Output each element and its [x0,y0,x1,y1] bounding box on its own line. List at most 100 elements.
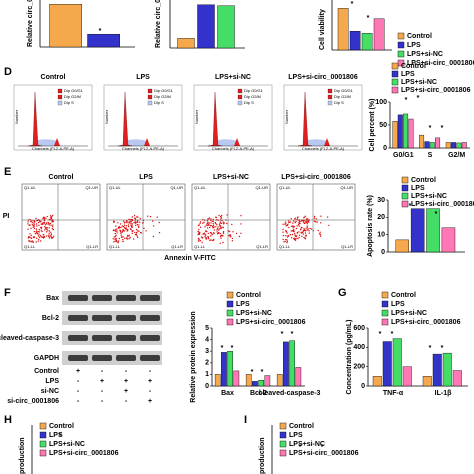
dot [212,227,214,229]
dot [119,229,121,231]
significance: * [251,369,254,376]
bar [258,380,264,387]
dot [115,234,117,236]
bar [283,341,289,387]
dot [219,242,221,244]
dot [221,214,223,217]
dot [114,235,117,238]
dot [320,215,322,217]
dot [285,230,287,232]
dot [41,222,44,224]
flow-title: LPS+si-circ_0001806 [288,74,358,81]
quadrant-label: Q1-UL [194,185,207,190]
apoptosis-title: LPS+si-circ_0001806 [281,174,351,181]
flow-s-region [128,139,148,146]
dot [219,225,221,227]
y-axis-label: Relative protein expression [190,311,197,402]
dot [204,226,206,228]
dot [122,230,124,232]
legend-label: LPS+si-circ_0001806 [49,450,119,457]
dot [235,232,238,235]
dot [209,224,212,227]
dot [50,217,53,219]
y-tick-label: 200 [353,364,365,371]
dot [113,241,115,243]
dot [292,225,294,228]
dot [136,216,138,218]
bar [422,376,432,387]
dot [115,239,118,242]
legend-swatch [397,32,405,40]
dot [37,235,40,237]
dot [30,220,32,223]
dot [313,217,316,219]
legend-swatch [391,70,399,78]
legend-label: LPS+si-NC [289,441,325,448]
dot [238,235,241,238]
dot [199,221,202,223]
dot [137,230,139,232]
y-axis-label: Cell viability [319,9,326,50]
x-tick-label: S [428,152,433,159]
dot [38,236,41,238]
bar [395,239,409,253]
dot [228,234,230,237]
x-tick-label: IL-1β [435,390,452,397]
dot [215,222,217,225]
dot [52,220,54,223]
bar [403,113,409,149]
bar [295,367,302,387]
dot [288,226,290,229]
panel-letter: G [338,287,347,299]
flow-g2-peak [144,138,150,146]
dot [134,217,136,220]
flow-legend-swatch [237,94,243,100]
dot [35,223,38,225]
condition-label: LPS [45,378,59,385]
bar [452,370,462,387]
dot [137,236,139,239]
dot [121,225,124,227]
dot [27,221,29,223]
quadrant-label: Q1-UR [341,185,354,190]
dot [283,241,285,243]
dot [303,217,305,219]
significance: * [417,95,420,102]
dot [207,222,209,224]
dot [117,240,120,242]
dot [197,224,200,227]
legend-label: LPS+si-NC [401,79,437,86]
flow-title: LPS [136,74,150,81]
y-axis-label: Concentration (pg/mL) [346,319,353,394]
dot [43,220,46,222]
dot [115,230,117,232]
dot [304,229,306,232]
bar [349,31,361,51]
legend-swatch [381,291,389,299]
bar [276,374,283,387]
x-tick-label: G0/G1 [393,152,414,159]
bar [408,118,414,149]
dot [210,239,212,241]
dot [202,222,204,224]
dot [149,215,152,218]
legend-label: LPS+si-circ_0001806 [391,319,461,326]
legend-label: LPS [401,71,415,78]
bar [441,227,456,253]
panel-letter: H [4,414,12,426]
apoptosis-x-label: Annexin V-FITC [164,255,216,262]
dot [124,227,127,230]
y-tick-label: 0 [381,249,385,256]
dot [208,238,210,240]
legend-swatch [401,192,409,200]
legend-label: LPS+si-circ_0001806 [407,60,474,67]
legend-swatch [279,440,287,448]
flow-legend-label: Dip S [334,100,344,105]
bar [49,4,82,48]
dot [43,222,46,224]
dot [113,229,115,231]
dot-cloud [282,215,330,244]
legend-label: LPS+si-NC [236,310,272,317]
dot [290,237,293,239]
dot [284,240,286,243]
